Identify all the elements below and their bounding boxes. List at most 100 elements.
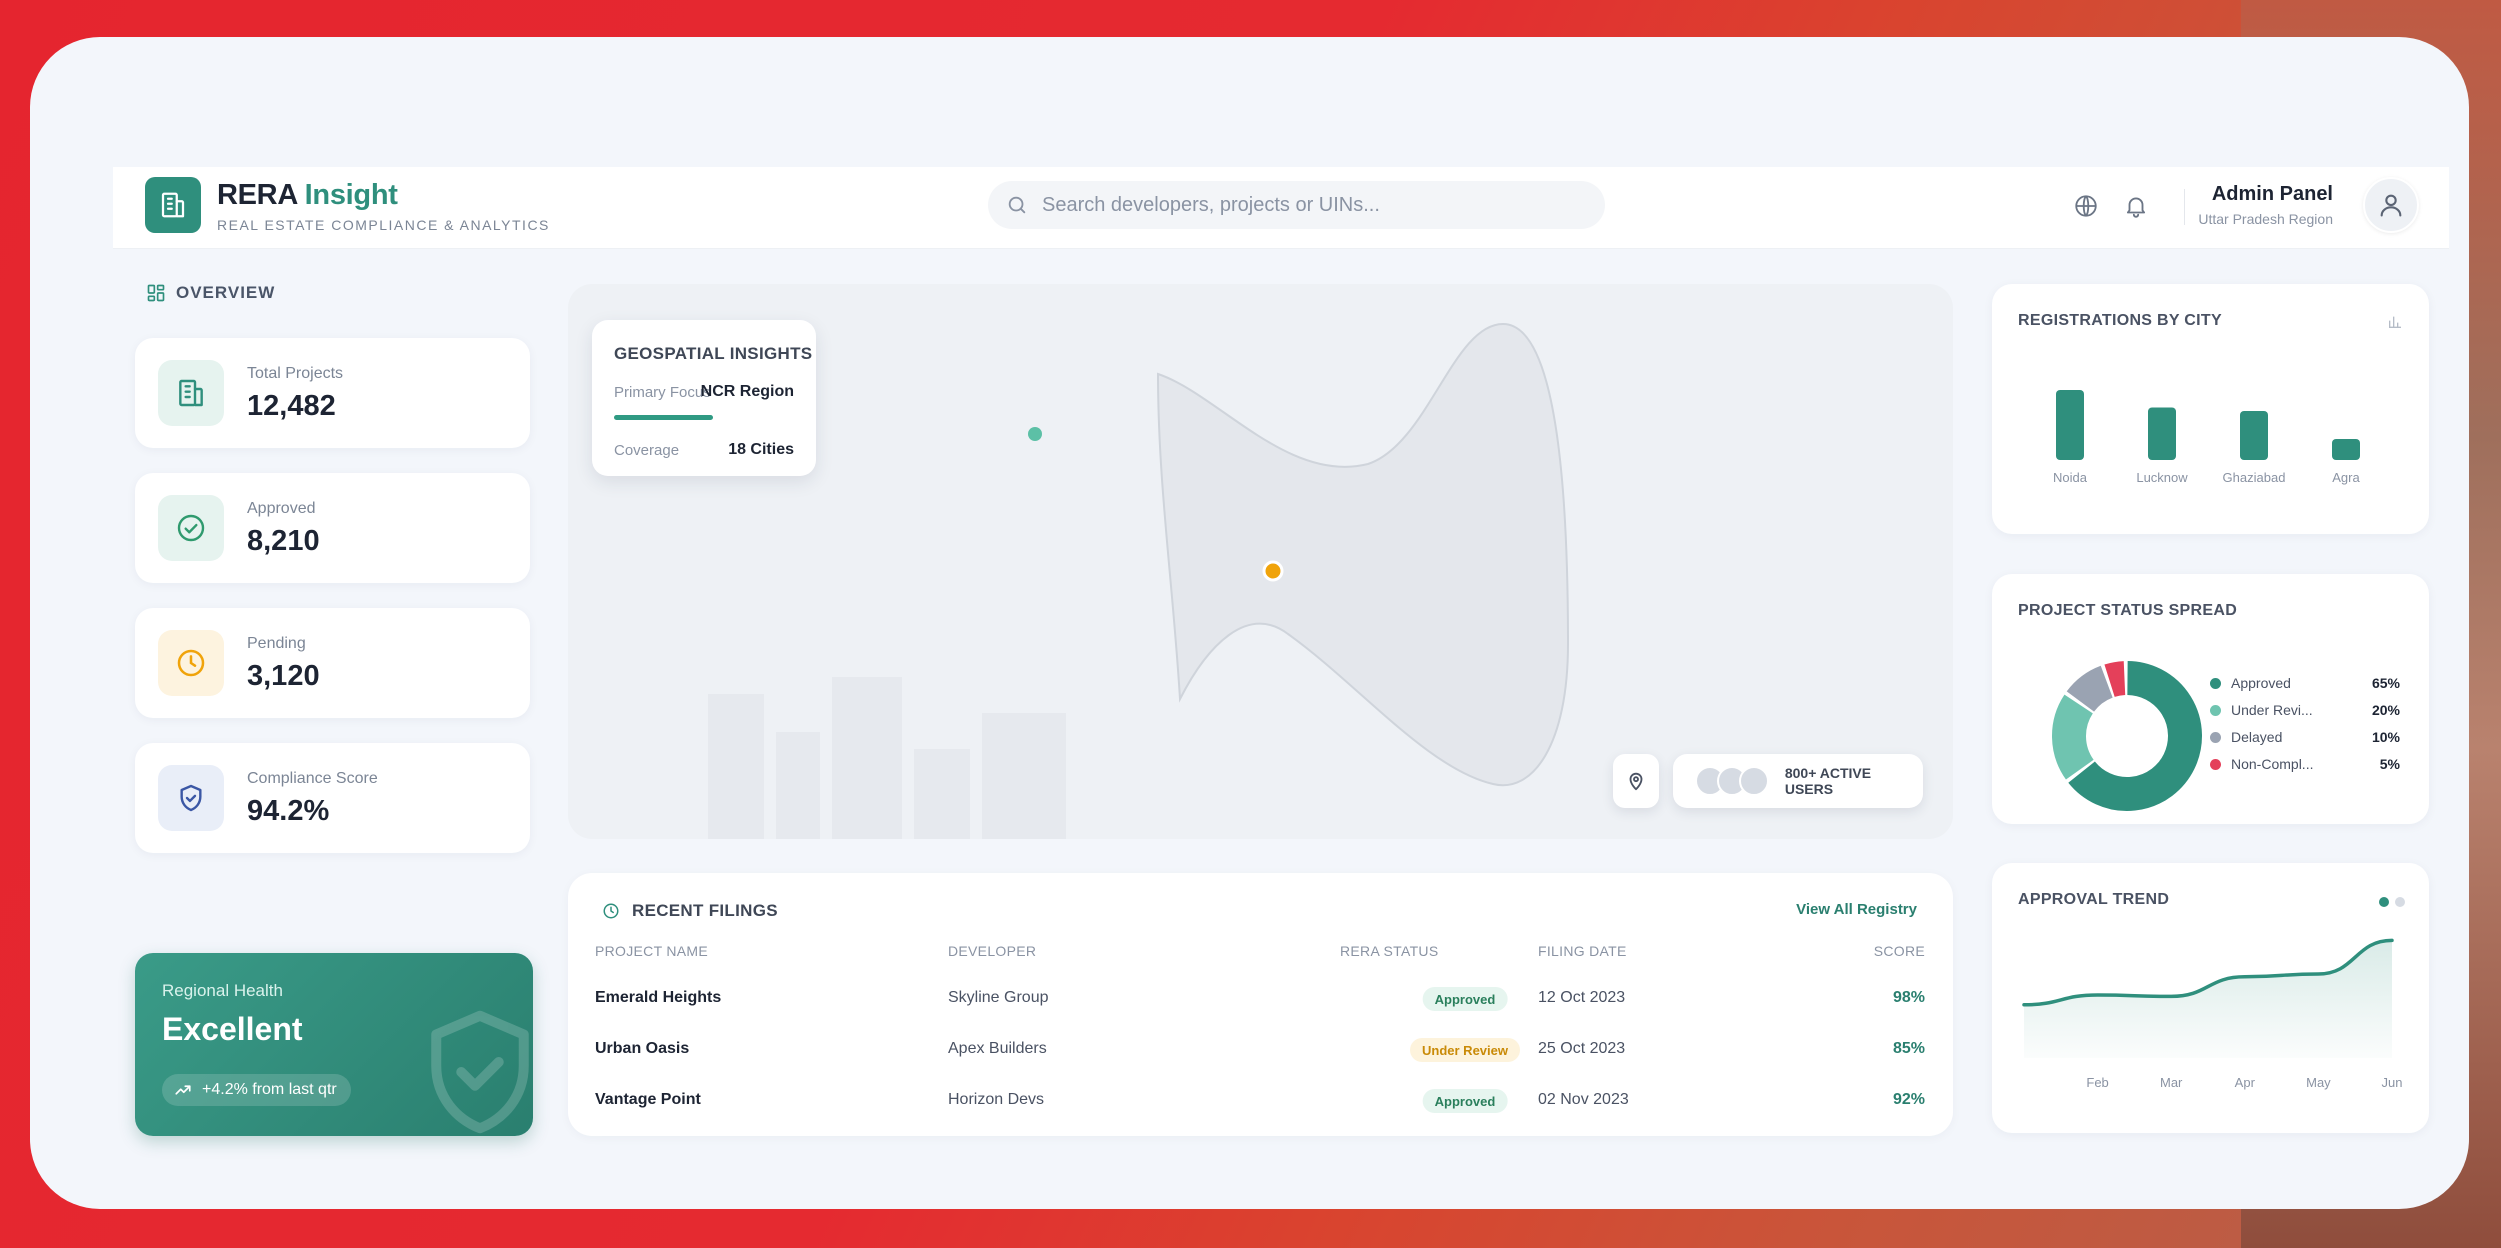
brand-logo[interactable] bbox=[145, 177, 201, 233]
trend-line[interactable] bbox=[2022, 938, 2394, 1007]
avatar[interactable] bbox=[2363, 177, 2419, 233]
cell-developer: Apex Builders bbox=[948, 1040, 1047, 1057]
trend-area bbox=[2024, 940, 2392, 1058]
legend-item[interactable]: Delayed 10% bbox=[2210, 728, 2400, 748]
donut-slice[interactable] bbox=[2066, 665, 2114, 713]
stat-icon-wrap bbox=[158, 495, 224, 561]
health-label: Regional Health bbox=[162, 981, 283, 1000]
trend-x-label: Mar bbox=[2160, 1075, 2183, 1090]
globe-button[interactable] bbox=[2071, 191, 2101, 221]
stat-label: Compliance Score bbox=[247, 770, 378, 787]
coverage-label: Coverage bbox=[614, 442, 680, 459]
stat-label: Approved bbox=[247, 500, 316, 517]
approval-trend-chart: Feb Mar Apr May Jun bbox=[2022, 938, 2403, 1090]
admin-name: Admin Panel bbox=[2211, 183, 2333, 205]
legend-label: Non-Compl... bbox=[2231, 756, 2314, 772]
geospatial-card: GEOSPATIAL INSIGHTS Primary Focus NCR Re… bbox=[592, 320, 816, 476]
column-header-date: FILING DATE bbox=[1538, 943, 1627, 959]
stat-card-approved[interactable]: Approved 8,210 bbox=[135, 473, 530, 583]
status-badge: Under Review bbox=[1410, 1038, 1520, 1062]
donut-slice[interactable] bbox=[2068, 661, 2202, 811]
cell-date: 12 Oct 2023 bbox=[1538, 989, 1626, 1006]
trend-toggle-dot-active[interactable] bbox=[2379, 897, 2389, 907]
notifications-button[interactable] bbox=[2121, 191, 2151, 221]
filings-heading: RECENT FILINGS bbox=[602, 901, 778, 921]
header-divider bbox=[2184, 189, 2185, 225]
donut-slice[interactable] bbox=[2052, 694, 2095, 780]
brand-accent: Insight bbox=[304, 179, 398, 211]
search-icon bbox=[1008, 196, 1026, 214]
dashboard: RERA Insight REAL ESTATE COMPLIANCE & AN… bbox=[113, 167, 2449, 1152]
map-bg-bar bbox=[776, 732, 820, 839]
clock-icon bbox=[177, 649, 205, 677]
stat-card-total-projects[interactable]: Total Projects 12,482 bbox=[135, 338, 530, 448]
region-shape bbox=[1156, 322, 1570, 787]
map-marker-secondary[interactable] bbox=[1028, 427, 1042, 441]
map-marker-primary[interactable] bbox=[1262, 560, 1284, 582]
building-icon bbox=[179, 379, 203, 407]
trend-x-label: Feb bbox=[2086, 1075, 2108, 1090]
bar-noida[interactable] bbox=[2056, 390, 2084, 460]
building-icon bbox=[161, 192, 185, 218]
legend-item[interactable]: Non-Compl... 5% bbox=[2210, 755, 2400, 775]
legend-item[interactable]: Approved 65% bbox=[2210, 674, 2400, 694]
legend-value: 5% bbox=[2379, 756, 2400, 772]
bar-lucknow[interactable] bbox=[2148, 407, 2176, 461]
primary-focus-value: NCR Region bbox=[700, 383, 794, 400]
bell-icon bbox=[2126, 197, 2146, 218]
user-icon bbox=[2380, 194, 2402, 217]
active-users-pill: 800+ ACTIVE USERS bbox=[1673, 754, 1923, 808]
view-all-registry-link[interactable]: View All Registry bbox=[1796, 901, 1917, 918]
admin-region: Uttar Pradesh Region bbox=[2198, 211, 2333, 227]
coverage-value: 18 Cities bbox=[728, 441, 794, 458]
registrations-card: REGISTRATIONS BY CITY Noida Lucknow Ghazia… bbox=[1992, 284, 2429, 534]
legend-label: Delayed bbox=[2231, 729, 2283, 745]
trend-x-label: Jun bbox=[2382, 1075, 2403, 1090]
legend-item[interactable]: Under Revi... 20% bbox=[2210, 701, 2400, 721]
health-trend: +4.2% from last qtr bbox=[202, 1081, 337, 1098]
column-header-developer: DEVELOPER bbox=[948, 943, 1037, 959]
stat-icon-wrap bbox=[158, 765, 224, 831]
status-donut-chart bbox=[2052, 661, 2202, 811]
trend-toggle-dot[interactable] bbox=[2395, 897, 2405, 907]
user-avatars bbox=[1695, 766, 1773, 796]
column-header-status: RERA STATUS bbox=[1340, 943, 1439, 959]
map-bg-bar bbox=[982, 713, 1066, 839]
search-input[interactable] bbox=[1042, 193, 1562, 217]
regional-health-card[interactable]: Regional Health Excellent +4.2% from las… bbox=[135, 953, 533, 1136]
donut-slice[interactable] bbox=[2104, 661, 2126, 698]
chart-options-icon[interactable] bbox=[2387, 314, 2403, 330]
brand-title: RERA Insight bbox=[217, 179, 398, 212]
bar-agra[interactable] bbox=[2332, 439, 2360, 460]
status-badge: Approved bbox=[1422, 1089, 1508, 1113]
health-value: Excellent bbox=[162, 1011, 303, 1047]
shield-check-icon bbox=[180, 784, 202, 812]
stat-value: 8,210 bbox=[247, 525, 320, 557]
map-bg-bar bbox=[708, 694, 764, 839]
stat-card-pending[interactable]: Pending 3,120 bbox=[135, 608, 530, 718]
trend-x-label: May bbox=[2306, 1075, 2331, 1090]
approval-trend-card: APPROVAL TREND Feb Mar Apr May Jun bbox=[1992, 863, 2429, 1133]
map-canvas bbox=[708, 322, 1570, 839]
bar-label: Lucknow bbox=[2136, 470, 2188, 485]
legend-value: 20% bbox=[2371, 702, 2400, 718]
bar-ghaziabad[interactable] bbox=[2240, 411, 2268, 460]
status-badge: Approved bbox=[1422, 987, 1508, 1011]
shield-check-icon bbox=[431, 1010, 529, 1134]
search-bar[interactable] bbox=[988, 181, 1605, 229]
check-circle-icon bbox=[177, 514, 205, 542]
registrations-bar-chart: Noida Lucknow Ghaziabad Agra bbox=[2053, 390, 2360, 485]
stat-card-compliance[interactable]: Compliance Score 94.2% bbox=[135, 743, 530, 853]
bar-label: Agra bbox=[2332, 470, 2360, 485]
overview-heading: OVERVIEW bbox=[146, 283, 275, 303]
status-spread-card: PROJECT STATUS SPREAD Approved 65% Under R… bbox=[1992, 574, 2429, 824]
locate-button[interactable] bbox=[1613, 754, 1659, 808]
map-bg-bar bbox=[832, 677, 902, 839]
legend-dot bbox=[2210, 759, 2221, 770]
active-users-text: 800+ ACTIVE USERS bbox=[1784, 765, 1872, 797]
map-panel[interactable]: GEOSPATIAL INSIGHTS Primary Focus NCR Re… bbox=[568, 284, 1953, 839]
cell-developer: Skyline Group bbox=[948, 989, 1049, 1006]
avatar-dot bbox=[1739, 766, 1769, 796]
bar-label: Noida bbox=[2053, 470, 2088, 485]
cell-score: 85% bbox=[1892, 1040, 1925, 1057]
